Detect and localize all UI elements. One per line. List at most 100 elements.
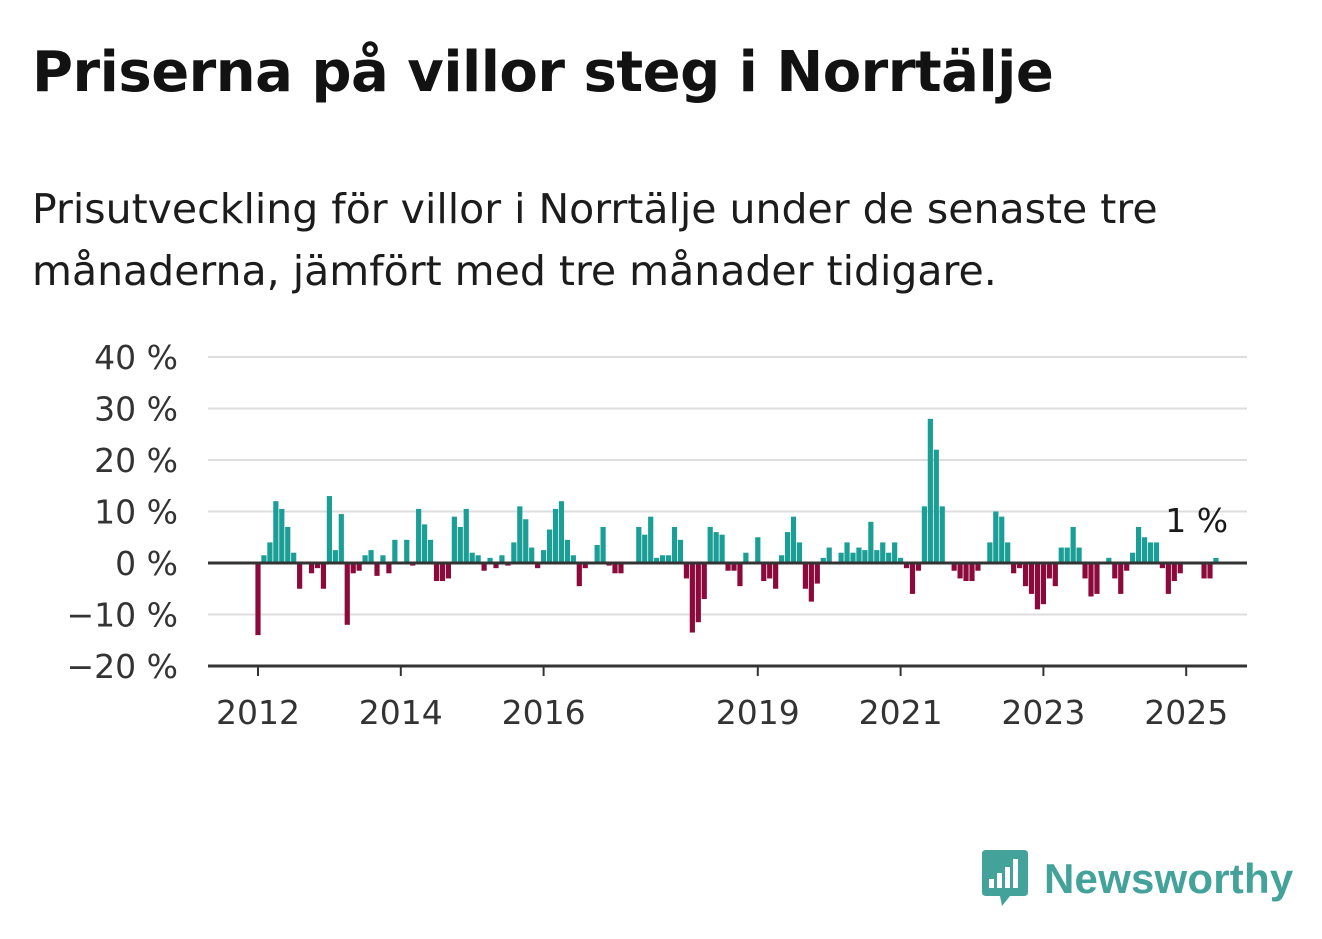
bar (898, 557, 904, 563)
bar (332, 550, 338, 563)
bar (713, 532, 719, 563)
bar (469, 552, 475, 563)
bar (1034, 563, 1041, 610)
bar (1124, 563, 1130, 571)
bar (689, 563, 695, 633)
bar (939, 506, 945, 563)
bar (755, 537, 761, 563)
bar (404, 539, 410, 563)
y-tick-label: 10 % (94, 493, 178, 532)
bar (1147, 542, 1154, 563)
bar (1070, 526, 1076, 563)
bar (1177, 563, 1183, 574)
bar (1022, 563, 1029, 587)
bar (969, 563, 975, 582)
bar (1005, 542, 1011, 563)
chart-title: Priserna på villor steg i Norrtälje (32, 40, 1054, 105)
bar (582, 563, 588, 569)
bar (481, 563, 487, 571)
last-value-label: 1 % (1165, 501, 1228, 540)
bar (535, 563, 541, 569)
x-tick-label: 2012 (216, 693, 300, 732)
bar (1011, 563, 1017, 574)
bar (1052, 563, 1058, 587)
bar (1159, 563, 1165, 569)
bar (273, 501, 279, 563)
bar (386, 563, 392, 574)
bar (654, 557, 660, 563)
bar (255, 563, 261, 636)
y-tick-label: −20 % (67, 647, 179, 686)
x-tick-label: 2023 (1001, 693, 1085, 732)
bar (439, 563, 446, 582)
bar (975, 563, 981, 571)
bar (886, 552, 892, 563)
bar (314, 563, 321, 569)
bar (915, 563, 922, 571)
bar (743, 552, 749, 563)
bar (951, 563, 957, 571)
x-tick-label: 2021 (859, 693, 943, 732)
bar (731, 563, 737, 571)
bar (326, 496, 332, 563)
bar (1141, 537, 1148, 563)
bar (796, 542, 803, 563)
bar (642, 534, 648, 563)
bar (1118, 563, 1124, 594)
x-tick-label: 2014 (359, 693, 443, 732)
bar (1153, 542, 1160, 563)
bar (356, 563, 362, 571)
bar (1112, 563, 1118, 579)
bar (826, 547, 832, 563)
bar (737, 563, 743, 587)
bar (927, 418, 933, 563)
bar (660, 555, 666, 563)
bar (903, 563, 910, 569)
bar (683, 563, 689, 579)
bar (862, 550, 868, 563)
x-tick-label: 2016 (502, 693, 586, 732)
bar (374, 563, 380, 576)
bar (802, 563, 808, 589)
bar (767, 563, 773, 579)
bar (1088, 563, 1094, 597)
bar (1201, 563, 1207, 579)
bar (297, 563, 303, 589)
bar (850, 552, 856, 563)
bar (671, 526, 678, 563)
bar (422, 524, 428, 563)
bar (695, 563, 701, 623)
bar (487, 557, 493, 563)
y-axis-tick-labels: 40 % 30 % 20 % 10 % 0 % −10 % −20 % (67, 338, 179, 686)
bar (838, 552, 844, 563)
bar (529, 547, 535, 563)
bar (1040, 563, 1046, 605)
bar (1058, 547, 1064, 563)
bar (1094, 563, 1100, 594)
bar (1017, 563, 1023, 569)
bar (570, 555, 576, 563)
chart-subtitle: Prisutveckling för villor i Norrtälje un… (32, 185, 1158, 295)
bar (790, 516, 797, 563)
newsworthy-logo: Newsworthy (980, 848, 1293, 910)
bar (427, 539, 434, 563)
bar (820, 557, 826, 563)
bar (725, 563, 731, 571)
bar (451, 516, 457, 563)
bar (576, 563, 582, 587)
bar (808, 563, 814, 602)
bar (1130, 552, 1136, 563)
bar (707, 526, 713, 563)
x-axis-tick-labels: 2012 2014 2016 2019 2021 2023 2025 (216, 666, 1228, 732)
bar (999, 516, 1005, 563)
bar (368, 550, 374, 563)
bar (463, 508, 469, 563)
bar (856, 547, 862, 563)
y-tick-label: −10 % (67, 596, 179, 635)
bar (493, 563, 499, 569)
bar (285, 526, 291, 563)
y-tick-label: 40 % (94, 338, 178, 377)
bar (761, 563, 767, 582)
bar (291, 552, 297, 563)
bar (1207, 563, 1213, 579)
